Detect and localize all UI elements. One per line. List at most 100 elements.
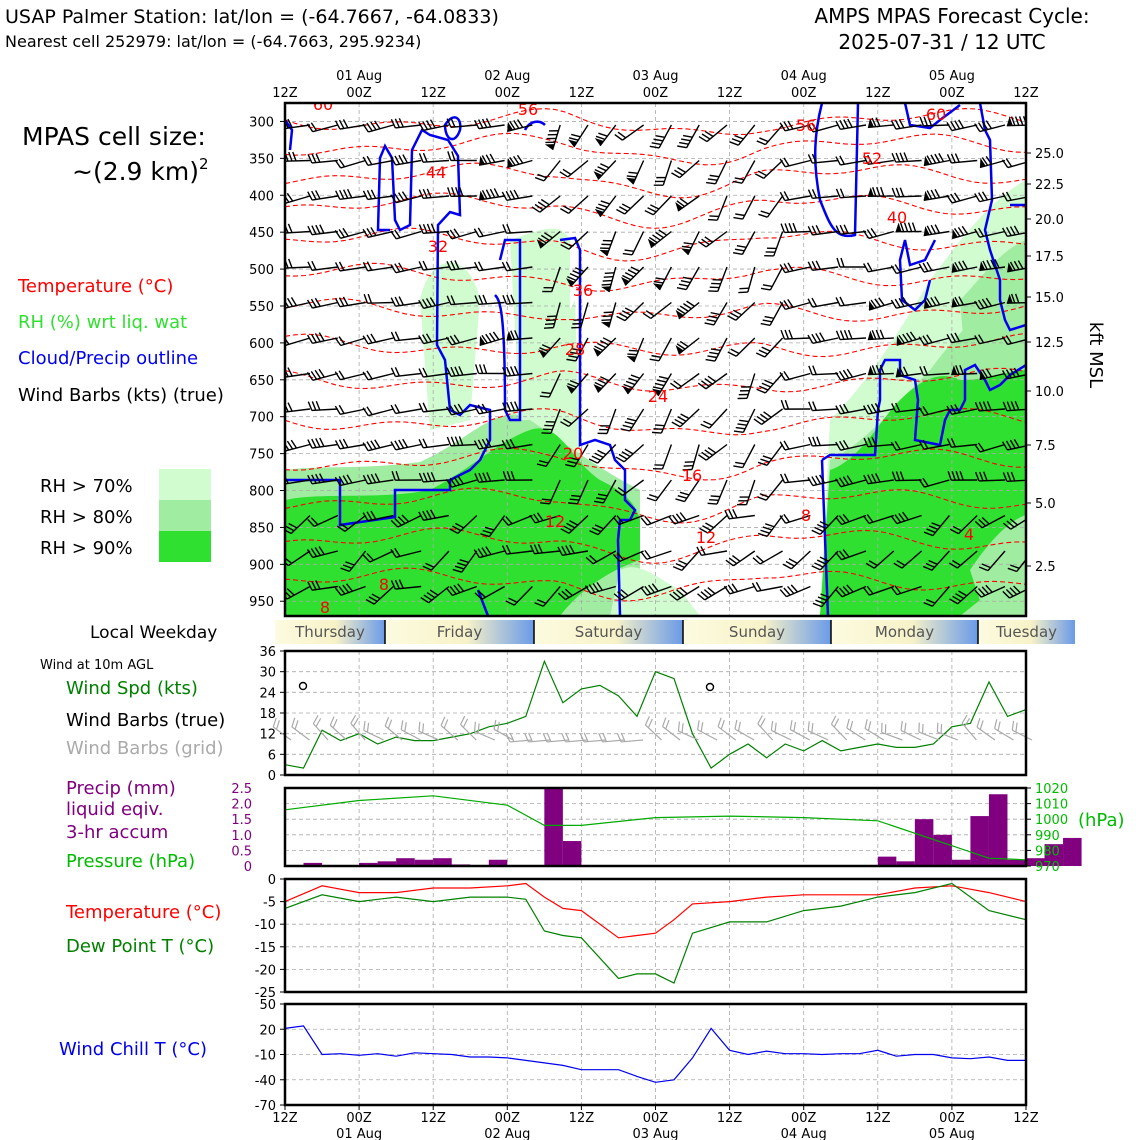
surface-barbs-grid (418, 721, 440, 741)
windchill-label: Wind Chill T (°C) (59, 1039, 207, 1060)
wind-barb (390, 118, 422, 129)
wind-barb (646, 479, 672, 502)
wind-barb (671, 408, 700, 428)
surface-barbs-grid (770, 720, 792, 741)
wind-barb (890, 297, 922, 309)
surface-barbs-grid (440, 716, 459, 741)
wind-barb (863, 262, 894, 273)
wind-barb (672, 550, 700, 572)
wind-barb (365, 585, 394, 605)
kft-tick-label: 15.0 (1035, 291, 1064, 306)
wind-barb (307, 190, 338, 201)
wind-barb (836, 257, 867, 268)
weekday-label: Sunday (729, 623, 785, 641)
surface-barbs-grid (697, 720, 718, 741)
top-time-label: 12Z (717, 86, 743, 101)
bottom-time-label: 00Z (495, 1111, 521, 1126)
wind-barb (594, 195, 617, 218)
wind-barb (949, 585, 978, 605)
panel-tick-label: -5 (263, 896, 276, 911)
surface-barb-true (894, 664, 922, 678)
wind-barb (362, 439, 394, 452)
surface-barb-grid (994, 719, 1014, 741)
panel-tick-label: 50 (259, 998, 276, 1013)
wind-barb (446, 295, 477, 306)
surface-barb-grid (846, 718, 866, 741)
wind-barb (544, 124, 561, 151)
surface-barbs-grid (350, 714, 366, 741)
wind-barb (808, 401, 839, 412)
wind-barb (1002, 191, 1026, 202)
pressure-tick-label: 950 (249, 595, 274, 610)
wind-barb (507, 154, 533, 169)
wind-barb (867, 117, 894, 129)
weekday-label: Tuesday (995, 623, 1057, 641)
wind-barb (474, 294, 505, 305)
temperature-contour (285, 132, 1026, 166)
wind-barb (445, 403, 477, 416)
wind-barb (732, 160, 756, 184)
wind-barb (446, 366, 477, 377)
wind-barb (755, 337, 784, 358)
surface-barb-grid (644, 716, 662, 741)
wind-barb (808, 436, 839, 447)
wind-barb (307, 224, 338, 236)
wind-barb (918, 334, 950, 346)
surface-barbs-grid (789, 720, 810, 741)
surface-barb-true (487, 663, 515, 678)
bottom-date-label: 02 Aug (484, 1127, 530, 1140)
wind-barb (418, 297, 450, 310)
wind-barb (807, 153, 839, 164)
surface-barb-grid (717, 717, 736, 741)
wind-barb (708, 266, 728, 293)
legend-rh90: RH > 90% (40, 538, 133, 559)
wind-barb (865, 550, 895, 569)
wind-barb (541, 408, 561, 435)
wind-barb (307, 260, 338, 271)
wind-barb (764, 231, 784, 257)
wind-barb (390, 547, 422, 558)
kft-tick-label: 5.0 (1035, 497, 1056, 512)
kft-tick-label: 22.5 (1035, 178, 1064, 193)
surface-barb-true (691, 663, 719, 678)
wind-barb (974, 584, 1006, 598)
wind-barb (752, 550, 783, 565)
surface-barb-true (655, 659, 683, 678)
wind-barb (974, 297, 1006, 310)
wind-barb (675, 300, 700, 320)
wind-barb (473, 261, 505, 272)
precip-bar (933, 834, 952, 866)
wind-barb (334, 474, 366, 487)
pressure-tick-label: 300 (249, 115, 274, 130)
bottom-time-label: 12Z (1013, 1111, 1039, 1126)
surface-barb-grid (493, 719, 514, 741)
wind-barb (616, 301, 645, 322)
wind-barb (807, 332, 839, 344)
temperature-label: 60 (926, 105, 946, 124)
weekday-label: Friday (437, 623, 483, 641)
surface-barb-grid (918, 722, 940, 741)
wind-barb (807, 122, 839, 133)
surface-barbs-grid (384, 716, 403, 741)
wind-barb (862, 228, 894, 240)
dew-label: Dew Point T (°C) (66, 936, 214, 957)
temperature-label: 12 (545, 512, 565, 531)
wind-barb (626, 337, 645, 363)
wind-barb (951, 296, 978, 308)
weekday-strip: Thursday Friday Saturday Sunday Monday Tuesda… (275, 620, 1075, 644)
wind-barb (890, 440, 922, 451)
wind-barb (501, 261, 533, 272)
wind-barb (446, 436, 477, 447)
wind-barb (835, 368, 867, 381)
wind-barb (779, 584, 811, 598)
surface-barb-true (638, 657, 666, 678)
panel-tick-label: -10 (255, 918, 276, 933)
wind-barb (1002, 585, 1026, 599)
wind-barb (622, 231, 645, 256)
precip-bar (544, 788, 563, 866)
temperature-line (284, 882, 1027, 939)
wind-barb (779, 371, 811, 382)
wind-barb (390, 229, 422, 240)
wind-barb (1006, 293, 1026, 304)
